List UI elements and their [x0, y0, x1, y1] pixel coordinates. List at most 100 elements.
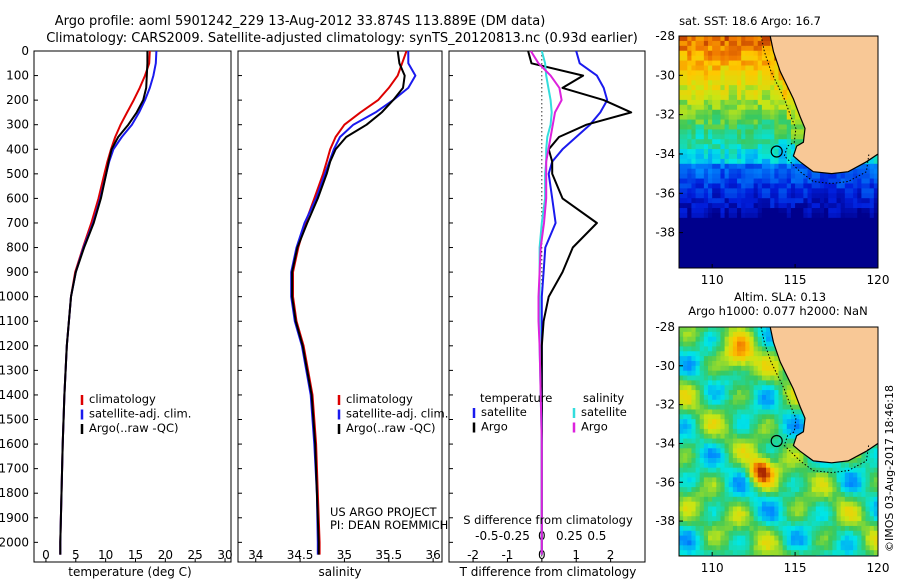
heatmap-cell: [749, 375, 755, 381]
heatmap-cell: [770, 134, 775, 140]
heatmap-cell: [786, 94, 792, 101]
heatmap-cell: [741, 351, 746, 357]
x2-tick-label: 0.25: [556, 529, 583, 543]
heatmap-cell: [815, 212, 821, 219]
heatmap-cell: [720, 75, 726, 81]
heatmap-cell: [720, 188, 726, 194]
heatmap-cell: [728, 511, 734, 517]
heatmap-cell: [691, 173, 697, 180]
heatmap-cell: [745, 506, 751, 512]
heatmap-cell: [774, 351, 780, 357]
heatmap-cell: [716, 119, 722, 126]
heatmap-cell: [708, 394, 713, 401]
heatmap-cell: [873, 462, 878, 469]
heatmap-cell: [782, 370, 788, 377]
heatmap-cell: [728, 188, 734, 194]
heatmap-cell: [741, 70, 746, 76]
heatmap-cell: [687, 193, 693, 199]
heatmap-cell: [687, 433, 693, 440]
heatmap-cell: [786, 139, 792, 145]
heatmap-cell: [865, 487, 871, 493]
heatmap-cell: [720, 217, 726, 224]
heatmap-cell: [770, 217, 775, 224]
heatmap-cell: [815, 193, 821, 199]
heatmap-cell: [770, 144, 775, 150]
heatmap-cell: [724, 158, 730, 165]
heatmap-cell: [861, 208, 867, 214]
heatmap-cell: [840, 237, 846, 244]
heatmap-cell: [720, 178, 726, 185]
heatmap-cell: [853, 208, 858, 214]
heatmap-cell: [761, 409, 767, 415]
heatmap-cell: [761, 380, 767, 386]
heatmap-cell: [819, 242, 825, 248]
heatmap-cell: [819, 193, 825, 199]
heatmap-cell: [699, 158, 705, 165]
heatmap-cell: [799, 208, 804, 214]
heatmap-cell: [753, 85, 759, 91]
heatmap-cell: [695, 525, 701, 532]
heatmap-cell: [778, 222, 784, 229]
heatmap-cell: [737, 45, 742, 52]
heatmap-cell: [807, 173, 813, 180]
heatmap-cell: [770, 535, 775, 542]
heatmap-cell: [712, 183, 717, 189]
heatmap-cell: [728, 424, 734, 430]
heatmap-cell: [766, 356, 771, 362]
heatmap-cell: [720, 419, 726, 425]
heatmap-cell: [761, 208, 767, 214]
heatmap-cell: [708, 237, 713, 244]
heatmap-cell: [749, 467, 755, 474]
heatmap-cell: [832, 188, 838, 194]
heatmap-cell: [695, 173, 701, 180]
heatmap-cell: [712, 212, 717, 219]
heatmap-cell: [716, 227, 722, 234]
heatmap-cell: [815, 227, 821, 234]
heatmap-cell: [753, 516, 759, 522]
heatmap-cell: [683, 453, 688, 459]
heatmap-cell: [766, 409, 771, 415]
heatmap-cell: [766, 472, 771, 478]
heatmap-cell: [708, 144, 713, 150]
heatmap-cell: [857, 257, 863, 263]
heatmap-cell: [757, 327, 763, 333]
heatmap-cell: [828, 193, 833, 199]
heatmap-cell: [766, 535, 771, 542]
depth-tick-label: 2000: [0, 535, 29, 549]
heatmap-cell: [745, 178, 751, 185]
heatmap-cell: [766, 394, 771, 401]
heatmap-cell: [720, 365, 726, 372]
heatmap-cell: [724, 94, 730, 101]
heatmap-cell: [708, 535, 713, 542]
heatmap-cell: [728, 50, 734, 57]
heatmap-cell: [712, 477, 717, 483]
heatmap-cell: [865, 540, 871, 546]
heatmap-cell: [732, 217, 738, 224]
heatmap-cell: [869, 262, 875, 268]
heatmap-cell: [737, 262, 742, 268]
heatmap-cell: [836, 462, 842, 469]
heatmap-cell: [857, 477, 863, 483]
heatmap-cell: [761, 370, 767, 377]
heatmap-cell: [720, 124, 726, 130]
heatmap-cell: [807, 242, 813, 248]
heatmap-cell: [699, 80, 705, 86]
heatmap-cell: [790, 237, 796, 244]
heatmap-cell: [691, 168, 697, 175]
heatmap-cell: [778, 227, 784, 234]
heatmap-cell: [803, 540, 809, 546]
heatmap-cell: [683, 85, 688, 91]
heatmap-cell: [699, 535, 705, 542]
heatmap-cell: [819, 530, 825, 537]
heatmap-cell: [836, 550, 842, 556]
heatmap-cell: [679, 331, 684, 338]
heatmap-cell: [712, 521, 717, 527]
heatmap-cell: [720, 60, 726, 67]
heatmap-cell: [757, 242, 763, 248]
heatmap-cell: [716, 438, 722, 445]
heatmap-cell: [691, 134, 697, 140]
heatmap-cell: [745, 144, 751, 150]
heatmap-cell: [683, 114, 688, 121]
heatmap-cell: [865, 516, 871, 522]
heatmap-cell: [745, 424, 751, 430]
